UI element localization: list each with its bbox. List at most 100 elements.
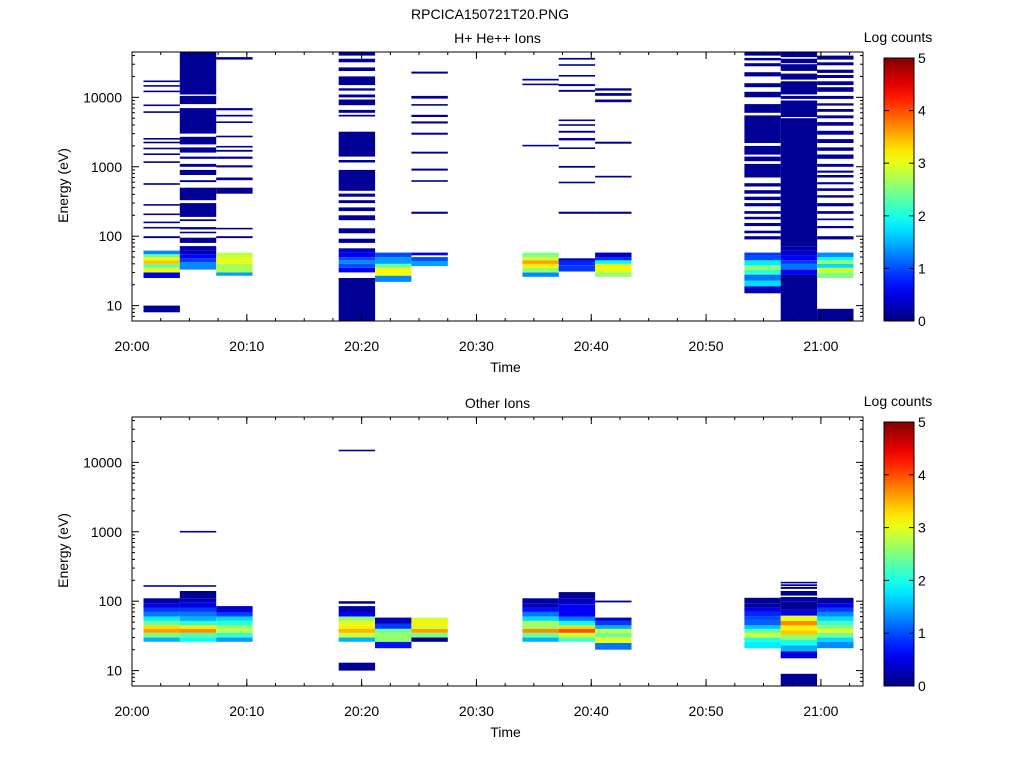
heatmap-cell: [216, 625, 253, 629]
heatmap-cell: [179, 187, 217, 201]
heatmap-cell: [338, 114, 376, 117]
heatmap-cell: [375, 252, 412, 258]
heatmap-cell: [595, 620, 632, 626]
heatmap-cell: [595, 632, 632, 638]
heatmap-cell: [744, 203, 781, 207]
heatmap-cell: [216, 135, 253, 138]
heatmap-cell: [744, 260, 781, 266]
y-axis-label: Energy (eV): [55, 513, 71, 588]
x-tick-label: 20:30: [459, 703, 494, 719]
x-tick-label: 20:50: [689, 338, 724, 354]
heatmap-cell: [216, 616, 253, 621]
heatmap-cell: [411, 637, 448, 642]
heatmap-cell: [595, 93, 632, 96]
heatmap-cell: [522, 598, 559, 604]
heatmap-cell: [179, 203, 217, 217]
heatmap-cell: [143, 141, 180, 144]
heatmap-cell: [744, 63, 781, 67]
hplus-heplus-ions-panel: H+ He++ Ions 20:00 20:10 20:20 20:30 20:40 20:…: [55, 29, 932, 375]
heatmap-cell: [375, 257, 412, 264]
heatmap-cell: [744, 145, 781, 155]
heatmap-cell: [817, 620, 854, 626]
x-tick-label: 20:10: [229, 703, 264, 719]
heatmap-cell: [744, 620, 781, 626]
heatmap-cell: [817, 154, 854, 159]
heatmap-cell: [744, 230, 781, 234]
heatmap-cell: [595, 643, 632, 650]
colorbar: Log counts 0 1 2 3 4 5: [864, 29, 933, 329]
heatmap-cell: [817, 308, 854, 321]
heatmap-cell: [817, 272, 854, 278]
heatmap-cell: [338, 207, 376, 212]
heatmap-cell: [338, 200, 376, 204]
heatmap-cell: [817, 267, 854, 273]
heatmap-cell: [179, 227, 217, 230]
heatmap-cell: [143, 221, 180, 224]
heatmap-cell: [216, 165, 253, 168]
heatmap-cell: [143, 632, 180, 638]
heatmap-cell: [817, 55, 854, 60]
heatmap-cell: [411, 132, 448, 135]
heatmap-cell: [522, 83, 559, 86]
heatmap-cell: [179, 602, 217, 608]
heatmap-cell: [558, 138, 596, 141]
heatmap-cell: [744, 269, 781, 275]
heatmap-cell: [179, 231, 217, 234]
heatmap-cell: [558, 75, 596, 77]
heatmap-cell: [522, 611, 559, 617]
heatmap-cell: [143, 267, 180, 273]
heatmap-cell: [817, 170, 854, 173]
heatmap-cell: [558, 637, 596, 642]
heatmap-cell: [216, 628, 253, 633]
heatmap-cell: [338, 228, 376, 234]
heatmap-cell: [744, 597, 781, 604]
figure-title: RPCICA150721T20.PNG: [411, 6, 569, 22]
heatmap-cell: [595, 617, 632, 621]
heatmap-cell: [411, 71, 448, 74]
heatmap-cell: [411, 625, 448, 629]
heatmap-cell: [143, 138, 180, 140]
colorbar-tick-label: 0: [918, 678, 926, 694]
heatmap-cell: [179, 95, 217, 105]
heatmap-cell: [216, 263, 253, 273]
heatmap-cell: [744, 280, 781, 287]
heatmap-cell: [179, 52, 217, 95]
y-tick-label: 100: [99, 228, 123, 244]
heatmap-cell: [216, 257, 253, 264]
heatmap-cell: [744, 216, 781, 220]
heatmap-cell: [780, 625, 818, 631]
heatmap-cell: [179, 156, 217, 159]
heatmap-cell: [595, 628, 632, 633]
heatmap-cell: [179, 147, 217, 153]
heatmap-cell: [595, 600, 632, 603]
heatmap-cell: [780, 81, 818, 95]
colorbar-tick-label: 2: [918, 572, 926, 588]
heatmap-cell: [744, 637, 781, 642]
heatmap-cell: [522, 252, 559, 258]
heatmap-cell: [338, 616, 376, 621]
heatmap-cell: [216, 145, 253, 148]
heatmap-cell: [780, 673, 818, 686]
heatmap-cell: [744, 265, 781, 270]
heatmap-cell: [522, 620, 559, 626]
heatmap-cell: [558, 592, 596, 599]
heatmap-cell: [817, 130, 854, 135]
y-tick-label: 1000: [91, 524, 122, 540]
heatmap-cell: [744, 616, 781, 621]
y-tick-label: 1000: [91, 159, 122, 175]
heatmap-cell: [817, 175, 854, 178]
heatmap-cell: [143, 213, 180, 216]
heatmap-cell: [558, 57, 596, 60]
heatmap-cell: [522, 144, 559, 147]
heatmap-cell: [780, 630, 818, 635]
heatmap-cell: [338, 628, 376, 633]
heatmap-cell: [143, 257, 180, 261]
heatmap-cell: [338, 248, 376, 253]
heatmap-cell: [338, 601, 376, 604]
heatmap-cell: [744, 211, 781, 214]
heatmap-cell: [780, 118, 818, 246]
heatmap-cell: [744, 255, 781, 261]
heatmap-cell: [780, 651, 818, 659]
x-axis-label: Time: [490, 359, 521, 375]
heatmap-cell: [338, 257, 376, 261]
